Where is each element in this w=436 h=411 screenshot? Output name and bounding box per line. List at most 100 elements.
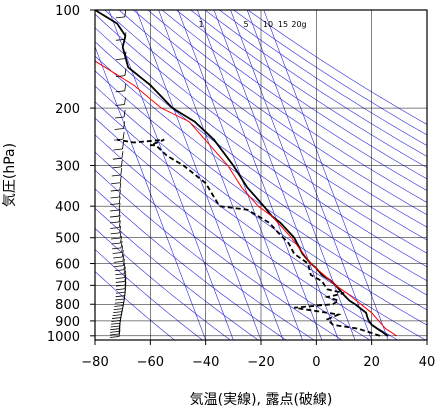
wind-barb-staff: [121, 249, 124, 258]
temperature-line: [95, 10, 389, 337]
wind-barb-flag: [112, 252, 122, 254]
wind-barb-staff: [118, 196, 121, 204]
wind-barb-staff: [121, 151, 124, 159]
y-axis-label: 気圧(hPa): [2, 143, 18, 207]
dry-adiabat-line: [95, 13, 427, 254]
wind-barb-staff: [118, 329, 121, 337]
background-adiabat-lines: [95, 10, 427, 340]
wind-barb-staff: [123, 262, 126, 270]
mixing-ratio-labels: 1 5 10 15 20g: [198, 20, 306, 29]
wind-barb-staff: [120, 159, 123, 167]
wind-barb-flag: [115, 295, 125, 298]
wind-barb-staff: [118, 220, 121, 228]
dry-adiabat-line: [190, 10, 427, 168]
wind-barb-staff: [121, 245, 124, 253]
wind-barb-flag: [115, 281, 125, 283]
x-tick-label: −60: [137, 355, 164, 370]
wind-barb-flag: [110, 196, 120, 199]
y-tick-label: 500: [55, 232, 80, 247]
y-tick-label: 800: [55, 298, 80, 313]
dewpoint-line: [116, 138, 381, 337]
mixing-ratio-line: [95, 45, 206, 340]
wind-barb-staff: [119, 230, 122, 239]
wind-barb-flag: [115, 284, 126, 287]
dry-adiabat-line: [133, 10, 427, 216]
wind-barb-staff: [122, 258, 125, 266]
y-tick-label: 300: [55, 159, 80, 174]
wind-barb-flag: [115, 277, 125, 280]
y-tick-label: 100: [55, 4, 80, 19]
wind-barb-flag: [110, 203, 120, 206]
wind-barb-flag: [113, 256, 123, 259]
dry-adiabat-line: [118, 10, 427, 228]
wind-barbs: [109, 9, 127, 338]
wind-barb-staff: [119, 189, 121, 198]
wind-barb-flag: [109, 336, 120, 338]
wind-barb-flag: [114, 265, 124, 268]
dry-adiabat-line: [104, 10, 427, 241]
wind-barb-staff: [120, 240, 123, 248]
wind-barb-staff: [124, 51, 127, 59]
wind-barb-flag: [112, 157, 122, 160]
y-tick-label: 1000: [47, 330, 80, 345]
wind-barb-flag: [115, 38, 125, 41]
wind-barb-flag: [111, 317, 122, 319]
wind-barb-flag: [114, 301, 124, 304]
wind-barb-flag: [112, 166, 122, 169]
wind-barb-staff: [123, 121, 126, 129]
wind-barb-staff: [122, 132, 125, 140]
wind-barb-staff: [119, 225, 122, 233]
wind-barb-staff: [118, 202, 121, 211]
wind-barb-flag: [115, 291, 125, 294]
grid-lines: [95, 10, 427, 340]
wind-barb-flag: [114, 305, 124, 307]
wind-barb-flag: [115, 116, 125, 119]
dry-adiabat-line: [95, 207, 259, 340]
wind-barb-staff: [124, 83, 127, 91]
wind-barb-staff: [124, 9, 127, 17]
dry-adiabat-line: [95, 271, 175, 340]
mixing-ratio-line: [263, 10, 389, 340]
wind-barb-flag: [115, 298, 125, 301]
y-tick-label: 700: [55, 279, 80, 294]
wind-barb-flag: [114, 128, 124, 130]
dry-adiabat-line: [95, 117, 398, 340]
wind-barb-flag: [110, 221, 120, 224]
dry-adiabat-line: [176, 10, 427, 180]
wind-barb-flag: [110, 232, 120, 235]
wind-barb-staff: [120, 167, 123, 176]
wind-barb-staff: [123, 109, 126, 118]
dry-adiabat-line: [95, 249, 203, 340]
wind-barb-flag: [110, 237, 121, 240]
dry-adiabat-line: [95, 169, 315, 340]
wind-barb-flag: [115, 58, 126, 61]
wind-barb-flag: [110, 330, 120, 333]
dry-adiabat-line: [95, 85, 427, 326]
wind-barb-staff: [124, 274, 127, 282]
parcel-line: [95, 60, 397, 337]
wind-barb-flag: [109, 333, 120, 336]
x-tick-label: −20: [247, 355, 274, 370]
x-tick-label: 40: [419, 355, 436, 370]
wind-barb-staff: [122, 254, 125, 262]
wind-barb-staff: [118, 209, 121, 217]
dry-adiabat-line: [147, 10, 427, 203]
y-tick-label: 400: [55, 200, 80, 215]
x-axis-ticks: −80 −60 −40 −20 0 20 40: [81, 340, 435, 370]
wind-barb-staff: [119, 183, 122, 191]
wind-barb-flag: [111, 174, 121, 177]
wind-barb-flag: [112, 314, 122, 317]
mixing-ratio-label: 15: [278, 20, 288, 29]
wind-barb-staff: [122, 141, 124, 150]
wind-barb-staff: [120, 235, 122, 244]
dry-adiabat-line: [204, 10, 427, 157]
mixing-ratio-label: 1: [198, 20, 203, 29]
y-tick-label: 900: [55, 315, 80, 330]
dry-adiabat-line: [95, 55, 427, 296]
wind-barb-flag: [113, 260, 123, 263]
mixing-ratio-line: [197, 10, 323, 340]
wind-barb-flag: [113, 308, 123, 310]
wind-barb-flag: [115, 90, 125, 93]
dry-adiabat-line: [95, 70, 427, 311]
